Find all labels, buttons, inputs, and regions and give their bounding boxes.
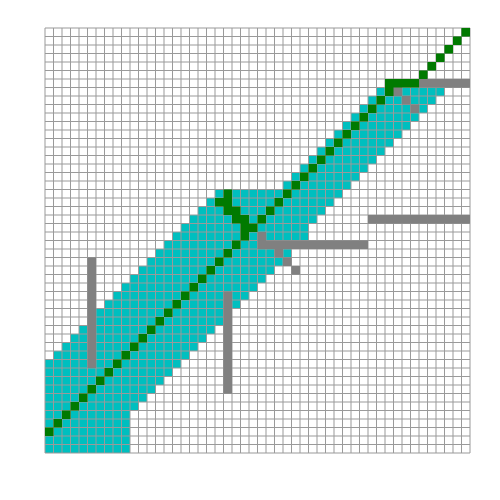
obstacle-diagonal-cell: [292, 266, 301, 275]
path-cell: [360, 113, 369, 122]
path-cell: [105, 368, 114, 377]
path-cell: [334, 139, 343, 148]
path-cell: [79, 394, 88, 403]
path-cell: [207, 266, 216, 275]
obstacle-diagonal-cell: [402, 96, 411, 105]
path-cell: [198, 275, 207, 284]
path-cell: [377, 96, 386, 105]
band-segment: [190, 215, 318, 224]
path-cell: [326, 147, 335, 156]
band-segment: [198, 207, 326, 216]
obstacle-diagonal-cell: [258, 232, 267, 241]
path-cell: [71, 402, 80, 411]
band-segment: [215, 190, 343, 199]
obstacle-horizontal: [368, 215, 470, 224]
path-cell: [190, 283, 199, 292]
path-cell: [428, 62, 437, 71]
obstacle-diagonal-cell: [394, 88, 403, 97]
path-cell: [224, 190, 233, 199]
path-cell: [394, 79, 403, 88]
path-cell: [402, 79, 411, 88]
path-cell: [300, 173, 309, 182]
path-cell: [156, 317, 165, 326]
obstacle-diagonal-cell: [266, 241, 275, 250]
path-cell: [215, 258, 224, 267]
obstacle-diagonal-cell: [283, 258, 292, 267]
path-cell: [224, 249, 233, 258]
path-cell: [224, 198, 233, 207]
obstacle-diagonal-cell: [411, 105, 420, 114]
path-cell: [122, 351, 131, 360]
path-cell: [164, 309, 173, 318]
path-cell: [258, 215, 267, 224]
path-cell: [224, 207, 233, 216]
path-cell: [130, 343, 139, 352]
path-cell: [368, 105, 377, 114]
path-cell: [266, 207, 275, 216]
obstacle-vertical: [224, 292, 233, 394]
path-cell: [241, 224, 250, 233]
path-cell: [241, 232, 250, 241]
path-cell: [232, 241, 241, 250]
path-cell: [45, 428, 54, 437]
path-cell: [436, 54, 445, 63]
path-cell: [453, 37, 462, 46]
path-cell: [283, 190, 292, 199]
obstacle-diagonal-cell: [275, 249, 284, 258]
path-cell: [351, 122, 360, 131]
path-cell: [215, 198, 224, 207]
path-cell: [309, 164, 318, 173]
obstacle-vertical: [88, 258, 97, 369]
path-cell: [462, 28, 471, 37]
path-cell: [232, 207, 241, 216]
path-cell: [292, 181, 301, 190]
path-cell: [139, 334, 148, 343]
path-cell: [385, 88, 394, 97]
path-cell: [317, 156, 326, 165]
path-cell: [88, 385, 97, 394]
path-cell: [232, 215, 241, 224]
path-cell: [385, 79, 394, 88]
path-cell: [343, 130, 352, 139]
path-cell: [96, 377, 105, 386]
path-cell: [113, 360, 122, 369]
path-cell: [173, 300, 182, 309]
path-cell: [147, 326, 156, 335]
path-cell: [275, 198, 284, 207]
path-cell: [62, 411, 71, 420]
path-cell: [445, 45, 454, 54]
path-cell: [249, 224, 258, 233]
path-cell: [241, 215, 250, 224]
path-cell: [54, 419, 63, 428]
path-cell: [419, 71, 428, 80]
band-segment: [45, 402, 139, 411]
path-cell: [411, 79, 420, 88]
path-cell: [181, 292, 190, 301]
